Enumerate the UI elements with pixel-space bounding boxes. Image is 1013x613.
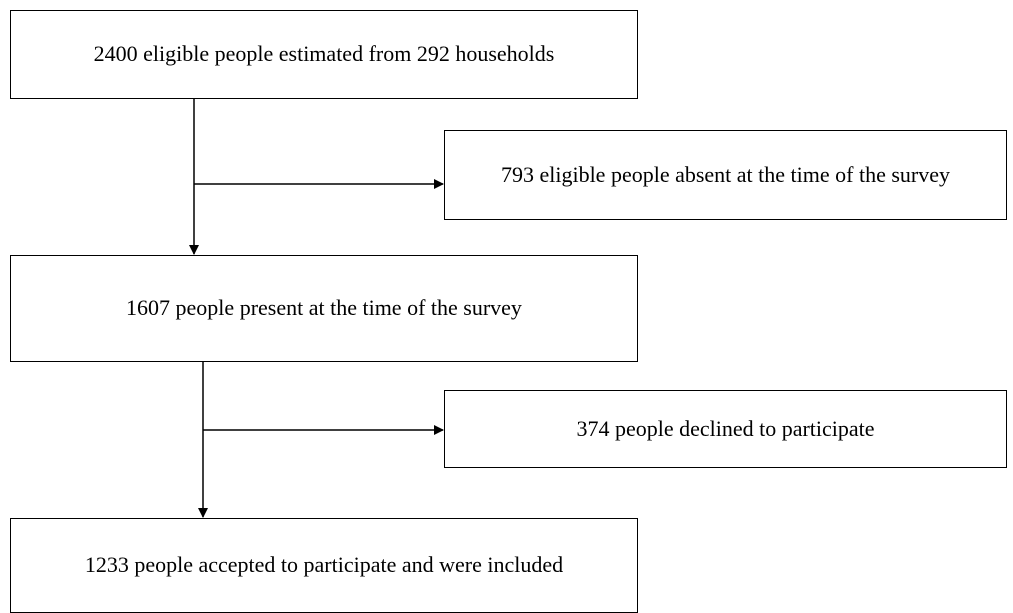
absent-people-box: 793 eligible people absent at the time o… (444, 130, 1007, 220)
included-people-box: 1233 people accepted to participate and … (10, 518, 638, 613)
present-people-box: 1607 people present at the time of the s… (10, 255, 638, 362)
eligible-people-box: 2400 eligible people estimated from 292 … (10, 10, 638, 99)
declined-people-box: 374 people declined to participate (444, 390, 1007, 468)
present-people-text: 1607 people present at the time of the s… (126, 295, 522, 321)
absent-people-text: 793 eligible people absent at the time o… (500, 161, 951, 187)
eligible-people-text: 2400 eligible people estimated from 292 … (93, 41, 555, 67)
declined-people-text: 374 people declined to participate (576, 415, 875, 441)
included-people-text: 1233 people accepted to participate and … (84, 552, 564, 578)
